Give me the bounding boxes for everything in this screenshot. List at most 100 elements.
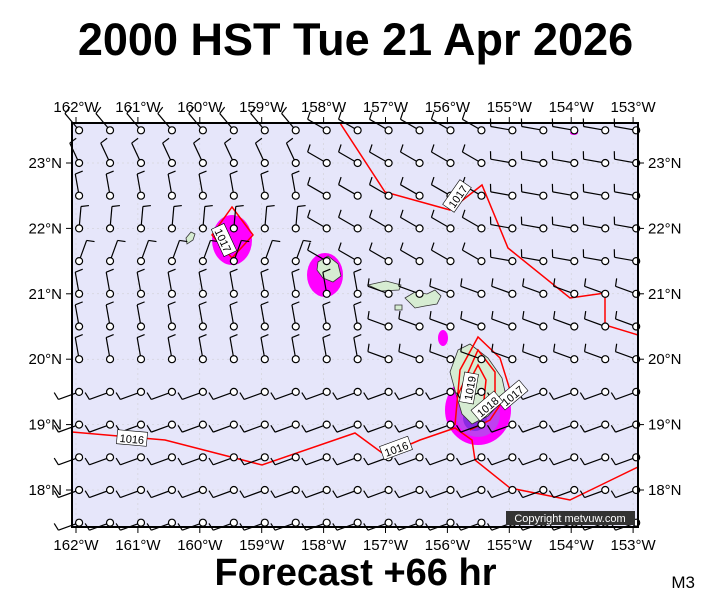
lat-label-right: 23°N [648, 155, 682, 172]
station-circle [601, 224, 610, 233]
wind-barb [398, 343, 424, 364]
wind-barb [461, 111, 486, 135]
wind-barb [517, 420, 548, 433]
station-circle [198, 224, 207, 233]
wind-barb [520, 249, 548, 266]
station-circle [384, 322, 393, 331]
station-circle [167, 191, 177, 200]
station-circle [74, 485, 84, 495]
wind-barb [394, 485, 424, 499]
station-circle [198, 257, 207, 266]
wind-barb [398, 278, 424, 298]
wind-barb [198, 268, 207, 298]
station-circle [384, 420, 393, 429]
lon-label-bottom: 153°W [611, 537, 657, 554]
station-circle [229, 453, 238, 462]
station-circle [570, 322, 579, 331]
station-circle [384, 158, 393, 168]
station-circle [260, 257, 269, 266]
station-circle [105, 355, 115, 364]
station-circle [353, 257, 362, 266]
wind-barb [162, 137, 177, 168]
wind-barb [579, 387, 610, 400]
wind-barb [399, 144, 424, 168]
station-circle [198, 355, 207, 364]
wind-barb [460, 310, 486, 331]
station-circle [477, 387, 486, 396]
map-frame [71, 122, 639, 528]
station-circle [601, 420, 610, 429]
wind-barb [188, 106, 207, 135]
station-circle [136, 518, 146, 527]
station-circle [446, 420, 455, 429]
wind-barb [425, 420, 455, 433]
station-circle [105, 485, 115, 495]
wind-barb [517, 485, 548, 499]
wind-barb [394, 453, 424, 466]
wind-barb [146, 420, 177, 433]
station-circle [260, 453, 269, 462]
station-circle [384, 191, 393, 200]
wind-barb [583, 343, 610, 364]
wind-barb [260, 301, 269, 331]
wind-barb [551, 183, 579, 200]
lon-label-top: 162°W [53, 99, 99, 116]
wind-barb [338, 242, 362, 266]
wind-barb [84, 420, 115, 433]
station-circle [415, 420, 424, 429]
wind-barb [520, 183, 548, 200]
wind-barb [522, 310, 548, 331]
station-circle [508, 453, 517, 462]
station-circle [601, 387, 610, 396]
station-circle [601, 322, 610, 331]
station-circle [601, 355, 610, 364]
wind-barb [551, 249, 579, 266]
wind-barb [208, 453, 238, 466]
station-circle [74, 126, 84, 135]
wind-barb [582, 216, 610, 233]
station-circle [291, 224, 300, 233]
wind-barb [548, 453, 579, 466]
wind-barb [582, 183, 610, 200]
lon-label-bottom: 160°W [177, 537, 223, 554]
wind-barb [208, 485, 238, 499]
lon-label-top: 154°W [549, 99, 595, 116]
wind-barb [74, 204, 90, 233]
station-circle [477, 355, 486, 364]
station-circle [105, 126, 115, 135]
station-circle [260, 387, 269, 396]
station-circle [446, 518, 455, 527]
station-circle [570, 257, 579, 266]
wind-barb [363, 485, 393, 499]
station-circle [353, 453, 362, 462]
wind-barb [291, 170, 300, 200]
station-circle [477, 257, 486, 266]
wind-barb [553, 343, 579, 364]
wind-barb [136, 268, 146, 298]
wind-barb [338, 111, 362, 135]
isobar-1017-east [339, 122, 639, 336]
station-circle [229, 257, 238, 266]
station-circle [291, 322, 300, 331]
station-circle [353, 126, 362, 135]
lat-label-left: 18°N [28, 482, 62, 499]
station-circle [291, 355, 300, 364]
wind-barb [367, 343, 393, 364]
wind-barb [456, 485, 486, 499]
wind-barb [363, 420, 393, 433]
station-circle [570, 191, 579, 200]
wind-barb [322, 268, 331, 298]
station-circle [167, 355, 177, 364]
wind-barb [224, 137, 238, 168]
wind-barb [115, 387, 146, 400]
station-circle [322, 224, 331, 233]
lon-label-bottom: 155°W [487, 537, 533, 554]
wind-barb [430, 144, 455, 168]
station-circle [260, 420, 269, 429]
station-circle [198, 518, 207, 527]
wind-barb [53, 420, 84, 433]
lat-label-right: 21°N [648, 286, 682, 303]
station-circle [415, 289, 424, 298]
station-circle [322, 289, 331, 298]
station-circle [508, 485, 517, 495]
